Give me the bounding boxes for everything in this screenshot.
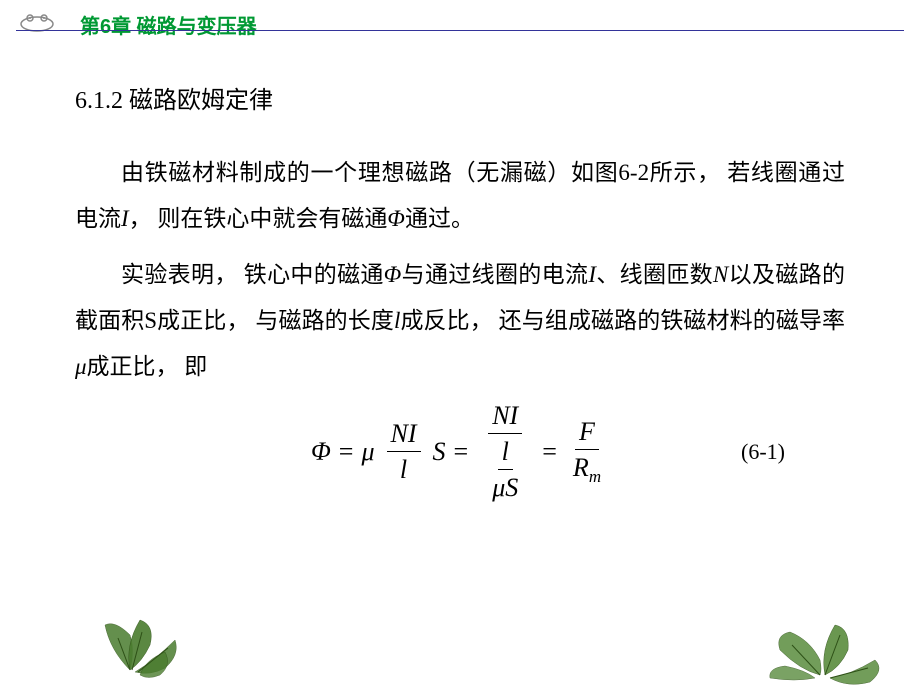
content-area: 6.1.2 磁路欧姆定律 由铁磁材料制成的一个理想磁路（无漏磁）如图6-2所示，…	[75, 80, 845, 504]
eq-f1-num: NI	[387, 418, 421, 452]
eq-R: R	[573, 453, 589, 482]
p2-text2: 与通过线圈的电流	[401, 262, 588, 287]
section-title: 6.1.2 磁路欧姆定律	[75, 80, 845, 115]
paragraph-2: 实验表明， 铁心中的磁通Φ与通过线圈的电流I、线圈匝数N以及磁路的截面积S成正比…	[75, 252, 845, 390]
p2-var-phi: Φ	[384, 262, 402, 287]
eq-mu: μ	[361, 437, 374, 467]
decorative-leaves-right	[720, 600, 900, 690]
eq-f2i-num: l	[498, 436, 513, 470]
p2-var-I: I	[588, 262, 596, 287]
p2-text3: 、线圈匝数	[596, 262, 713, 287]
p1-text3: 通过。	[405, 206, 474, 231]
eq-frac-2: NI l μS	[480, 400, 530, 504]
equation-row: Φ = μ NI l S = NI l μS = F	[75, 400, 845, 504]
eq-frac-3: F Rm	[569, 416, 605, 488]
eq-f3-den: Rm	[569, 450, 605, 487]
p1-text2: ， 则在铁心中就会有磁通	[129, 206, 388, 231]
eq-phi: Φ	[311, 437, 331, 467]
eq-frac-1: NI l	[387, 418, 421, 485]
decorative-leaves-left	[90, 590, 230, 690]
p1-var-I: I	[121, 206, 129, 231]
p2-text5: 成反比， 还与组成磁路的铁磁材料的磁导率	[400, 308, 845, 333]
eq-Rm-sub: m	[589, 467, 601, 486]
eq-equals-2: =	[454, 437, 469, 467]
eq-f1-den: l	[396, 452, 411, 485]
p2-var-N: N	[713, 262, 728, 287]
header-divider	[16, 30, 904, 31]
page-top-icon	[18, 8, 56, 32]
eq-S: S	[433, 437, 446, 467]
eq-f2-den: l μS	[480, 434, 530, 503]
eq-f3-num: F	[575, 416, 599, 450]
equation-label: (6-1)	[741, 439, 785, 465]
eq-equals-1: =	[339, 437, 354, 467]
p1-var-phi: Φ	[387, 206, 405, 231]
p2-var-mu: μ	[75, 354, 87, 379]
chapter-title: 第6章 磁路与变压器	[80, 10, 257, 39]
paragraph-1: 由铁磁材料制成的一个理想磁路（无漏磁）如图6-2所示， 若线圈通过电流I， 则在…	[75, 150, 845, 242]
eq-f2i-den: μS	[488, 470, 522, 503]
eq-f2-num: NI	[488, 400, 522, 434]
equation-6-1: Φ = μ NI l S = NI l μS = F	[311, 400, 609, 504]
page-header: 第6章 磁路与变压器	[0, 8, 920, 38]
p2-text6: 成正比， 即	[87, 354, 208, 379]
eq-equals-3: =	[542, 437, 557, 467]
p2-text1: 实验表明， 铁心中的磁通	[121, 262, 384, 287]
eq-frac-2-inner: l μS	[488, 436, 522, 503]
